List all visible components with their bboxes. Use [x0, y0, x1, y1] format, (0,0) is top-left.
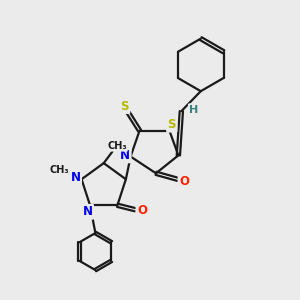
Text: O: O: [137, 204, 147, 218]
Text: N: N: [120, 149, 130, 162]
Text: N: N: [82, 205, 93, 218]
Text: N: N: [70, 171, 81, 184]
Text: H: H: [189, 105, 199, 115]
Text: CH₃: CH₃: [50, 165, 69, 175]
Text: S: S: [120, 100, 129, 112]
Text: S: S: [167, 118, 176, 131]
Text: O: O: [179, 175, 189, 188]
Text: CH₃: CH₃: [107, 141, 127, 151]
